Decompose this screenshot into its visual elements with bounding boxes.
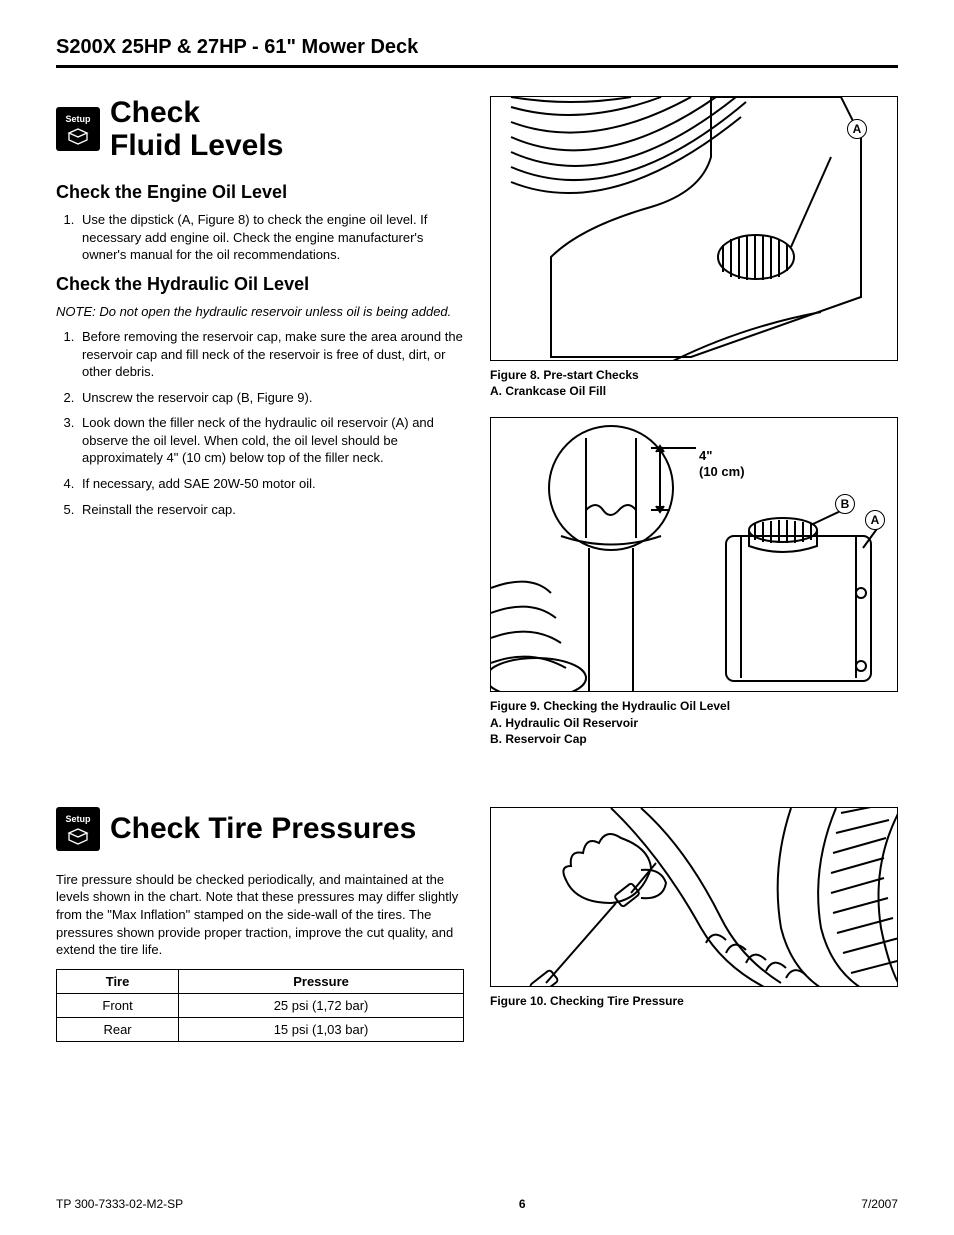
footer-right: 7/2007 — [861, 1197, 898, 1211]
figure-9-dim: 4" (10 cm) — [699, 448, 745, 479]
tire-section-title: Check Tire Pressures — [110, 812, 416, 845]
figure-9-caption: Figure 9. Checking the Hydraulic Oil Lev… — [490, 698, 898, 747]
table-cell: Rear — [57, 1017, 179, 1041]
fluid-title-l1: Check — [110, 96, 283, 129]
page-header: S200X 25HP & 27HP - 61" Mower Deck — [56, 36, 898, 68]
table-row: Rear 15 psi (1,03 bar) — [57, 1017, 464, 1041]
tire-row: Setup Check Tire Pressures Tire pressure… — [56, 807, 898, 1042]
figure-10-art — [491, 808, 898, 987]
engine-steps: Use the dipstick (A, Figure 8) to check … — [56, 211, 464, 264]
tire-right-col: Figure 10. Checking Tire Pressure — [490, 807, 898, 1042]
tire-title-row: Setup Check Tire Pressures — [56, 807, 464, 851]
fluid-levels-row: Setup Check Fluid Levels Check the Engin… — [56, 96, 898, 747]
figure-9-dim-l1: 4" — [699, 448, 745, 464]
setup-badge-label: Setup — [65, 815, 90, 825]
fluid-left-col: Setup Check Fluid Levels Check the Engin… — [56, 96, 464, 747]
figure-9-caption-l3: B. Reservoir Cap — [490, 731, 898, 747]
table-row: Front 25 psi (1,72 bar) — [57, 993, 464, 1017]
fluid-right-col: A Figure 8. Pre-start Checks A. Crankcas… — [490, 96, 898, 747]
setup-badge-icon: Setup — [56, 107, 100, 151]
hydraulic-subhead: Check the Hydraulic Oil Level — [56, 274, 464, 295]
table-cell: 25 psi (1,72 bar) — [179, 993, 464, 1017]
figure-8-caption: Figure 8. Pre-start Checks A. Crankcase … — [490, 367, 898, 399]
fluid-title-l2: Fluid Levels — [110, 129, 283, 162]
engine-subhead: Check the Engine Oil Level — [56, 182, 464, 203]
tire-pressure-table: Tire Pressure Front 25 psi (1,72 bar) Re… — [56, 969, 464, 1042]
figure-10-caption: Figure 10. Checking Tire Pressure — [490, 993, 898, 1009]
figure-9-caption-l1: Figure 9. Checking the Hydraulic Oil Lev… — [490, 698, 898, 714]
table-cell: Front — [57, 993, 179, 1017]
figure-9-dim-l2: (10 cm) — [699, 464, 745, 480]
fluid-section-title: Check Fluid Levels — [110, 96, 283, 162]
box-icon — [67, 127, 89, 145]
table-header-row: Tire Pressure — [57, 969, 464, 993]
page-footer: TP 300-7333-02-M2-SP 6 7/2007 — [56, 1197, 898, 1211]
figure-10-box — [490, 807, 898, 987]
figure-9-box: 4" (10 cm) B A — [490, 417, 898, 692]
figure-9-art — [491, 418, 898, 692]
fluid-title-row: Setup Check Fluid Levels — [56, 96, 464, 162]
hydraulic-step: Reinstall the reservoir cap. — [78, 501, 464, 519]
hydraulic-step: Before removing the reservoir cap, make … — [78, 328, 464, 381]
figure-8-caption-l1: Figure 8. Pre-start Checks — [490, 367, 898, 383]
hydraulic-steps: Before removing the reservoir cap, make … — [56, 328, 464, 518]
setup-badge-label: Setup — [65, 115, 90, 125]
box-icon — [67, 827, 89, 845]
figure-8-callout-a: A — [847, 119, 867, 139]
footer-page: 6 — [519, 1197, 526, 1211]
figure-9-caption-l2: A. Hydraulic Oil Reservoir — [490, 715, 898, 731]
hydraulic-note: NOTE: Do not open the hydraulic reservoi… — [56, 303, 464, 321]
footer-left: TP 300-7333-02-M2-SP — [56, 1197, 183, 1211]
hydraulic-step: Look down the filler neck of the hydraul… — [78, 414, 464, 467]
hydraulic-step: If necessary, add SAE 20W-50 motor oil. — [78, 475, 464, 493]
table-header: Tire — [57, 969, 179, 993]
table-header: Pressure — [179, 969, 464, 993]
table-cell: 15 psi (1,03 bar) — [179, 1017, 464, 1041]
tire-body: Tire pressure should be checked periodic… — [56, 871, 464, 959]
setup-badge-icon: Setup — [56, 807, 100, 851]
figure-8-art — [491, 97, 898, 361]
figure-8-caption-l2: A. Crankcase Oil Fill — [490, 383, 898, 399]
engine-step: Use the dipstick (A, Figure 8) to check … — [78, 211, 464, 264]
tire-left-col: Setup Check Tire Pressures Tire pressure… — [56, 807, 464, 1042]
hydraulic-step: Unscrew the reservoir cap (B, Figure 9). — [78, 389, 464, 407]
figure-8-box: A — [490, 96, 898, 361]
